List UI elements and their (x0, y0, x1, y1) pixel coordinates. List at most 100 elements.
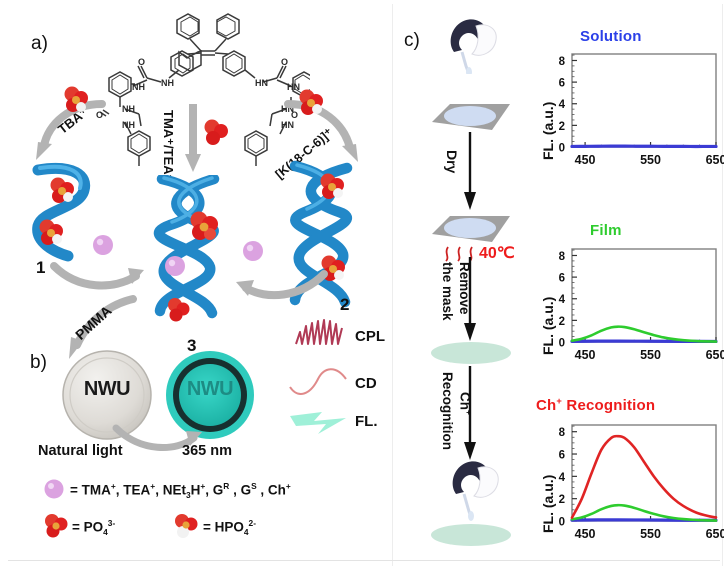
svg-text:450: 450 (575, 527, 596, 541)
final-film-disc (431, 524, 511, 546)
legend-phosphate-icon (45, 514, 68, 538)
svg-text:650: 650 (706, 348, 724, 362)
signal-label-cpl: CPL (355, 328, 385, 345)
anion-cluster-left-1 (64, 86, 88, 112)
svg-text:2: 2 (559, 316, 565, 328)
arrow-right-to-center (236, 270, 328, 300)
chart-title-recognition-ch: Ch (536, 397, 557, 414)
svg-text:8: 8 (559, 251, 566, 263)
arrow-tma-tea-down (185, 104, 201, 172)
legend-cation-sphere-icon (44, 479, 64, 499)
svg-text:O: O (291, 110, 298, 120)
legend-hydrogenphosphate-icon (175, 514, 198, 538)
arrow-label-tma-tea: TMA⁺/TEA⁺ (160, 110, 176, 182)
cation-sphere-right (243, 241, 263, 261)
anion-cluster-left-2 (50, 177, 74, 203)
anion-cluster-center (190, 211, 218, 240)
svg-text:6: 6 (559, 78, 565, 90)
arrow-natural-to-365 (112, 424, 202, 451)
disc-365nm (166, 351, 254, 439)
chart-title-recognition: Ch+ Recognition (536, 396, 656, 414)
arrow-k18c6-curved (284, 100, 358, 162)
anion-cluster-center-2 (168, 298, 190, 322)
species-1-label: 1 (36, 258, 46, 277)
step-label-dry: Dry (444, 150, 460, 173)
svg-text:NH: NH (122, 120, 135, 130)
step-label-ch-text: Ch (457, 392, 473, 410)
svg-text:8: 8 (559, 427, 566, 439)
svg-text:650: 650 (706, 527, 724, 541)
cd-waveform-icon (289, 368, 347, 395)
disc-365nm-text: NWU (186, 378, 234, 400)
bottom-divider (8, 560, 720, 561)
panel-c-letter: c) (404, 30, 420, 51)
arrow-left-to-center (50, 262, 144, 290)
svg-text:550: 550 (640, 348, 661, 362)
legend-hydrogenphosphate-text: = HPO42- (203, 518, 256, 538)
species-3-label: 3 (187, 336, 197, 355)
step-label-remove-text: Remove (457, 262, 472, 315)
helix-species-3 (154, 175, 220, 319)
chart-recognition-svg: 0 2 4 6 8 450 550 650 (559, 424, 726, 541)
chemical-structure-tpe-bisurea: NH HN O O NH HN NH HN O O NH HN (96, 13, 310, 166)
cation-sphere-left (93, 235, 113, 255)
chart-film-ylabel: FL. (a.u.) (540, 296, 556, 355)
film-disc (431, 342, 511, 364)
caption-natural-light: Natural light (38, 443, 123, 459)
svg-text:4: 4 (559, 294, 566, 306)
glass-slide-1 (432, 104, 510, 130)
step-label-the-mask: the mask (440, 262, 455, 321)
chart-recognition: FL. (a.u.) 0 2 4 6 8 450 550 650 (528, 419, 726, 547)
cpl-waveform-icon (295, 319, 343, 345)
species-2-label: 2 (340, 295, 350, 314)
step-label-dry-text: Dry (444, 150, 460, 174)
cation-sphere-center (165, 256, 185, 276)
anion-cluster-right-bottom (321, 255, 345, 281)
svg-text:6: 6 (559, 273, 565, 285)
svg-text:HN: HN (281, 120, 294, 130)
step-label-recognition-text: Recognition (440, 372, 455, 450)
svg-text:2: 2 (559, 494, 565, 506)
svg-text:0: 0 (559, 338, 565, 350)
anion-cluster-right-top (320, 173, 344, 199)
svg-text:HN: HN (255, 78, 268, 88)
step-label-remove: Remove (457, 262, 472, 315)
step-label-temperature: 40℃ (479, 245, 515, 262)
svg-text:HN: HN (287, 82, 300, 92)
anion-cluster-mid-float (204, 119, 228, 145)
disc-natural-light (62, 350, 152, 440)
arrow-pmma (69, 295, 137, 359)
panel-a-letter: a) (31, 33, 48, 54)
svg-text:4: 4 (559, 99, 566, 111)
chart-solution: FL. (a.u.) 0 2 4 6 8 450 550 650 (528, 48, 726, 173)
svg-text:4: 4 (559, 472, 566, 484)
svg-text:550: 550 (640, 527, 661, 541)
signal-label-fl: FL. (355, 413, 378, 430)
step-label-ch-sup: + (464, 410, 474, 415)
chart-recognition-ylabel: FL. (a.u.) (540, 474, 556, 533)
svg-text:450: 450 (575, 348, 596, 362)
anion-cluster-right-top2 (299, 89, 323, 115)
panel-c-right-divider (722, 4, 723, 566)
signal-label-cd: CD (355, 375, 377, 392)
panel-b-letter: b) (30, 352, 47, 373)
svg-text:0: 0 (559, 517, 565, 529)
arrow-label-tma-tea-text: TMA⁺/TEA⁺ (161, 110, 176, 182)
panel-divider (392, 4, 393, 566)
chart-film: FL. (a.u.) 0 2 4 6 8 450 550 650 (528, 243, 726, 368)
disc-natural-light-text: NWU (83, 378, 131, 400)
svg-text:HN: HN (281, 104, 294, 114)
svg-text:O: O (281, 57, 288, 67)
svg-text:0: 0 (559, 143, 565, 155)
step-label-the-mask-text: the mask (440, 262, 455, 321)
glass-slide-2 (432, 216, 510, 242)
chart-title-recognition-word: Recognition (562, 397, 656, 414)
svg-text:O: O (96, 110, 103, 120)
svg-text:650: 650 (706, 153, 724, 167)
step-label-ch-plus: Ch+ (458, 392, 475, 415)
arrow-tba-curved (36, 100, 106, 160)
chart-title-film: Film (590, 222, 622, 239)
svg-text:NH: NH (122, 104, 135, 114)
arrow-recognition (464, 366, 476, 460)
caption-365nm: 365 nm (182, 443, 232, 459)
